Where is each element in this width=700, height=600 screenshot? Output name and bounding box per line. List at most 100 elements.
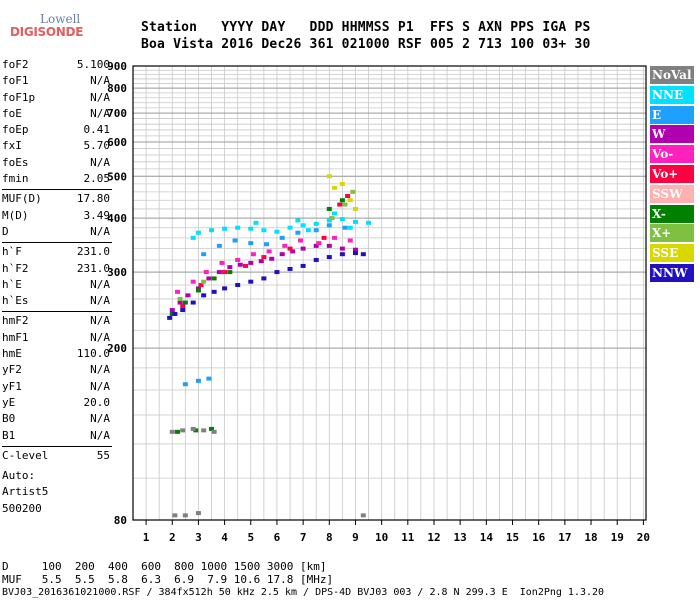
data-point-vo xyxy=(332,235,338,240)
data-point-nnw xyxy=(287,266,293,271)
x-tick-label: 14 xyxy=(480,531,494,544)
x-tick-label: 11 xyxy=(401,531,415,544)
legend-item-sse: SSE xyxy=(650,244,694,263)
data-point-x xyxy=(326,206,332,211)
param-value: 3.49 xyxy=(83,208,111,222)
x-tick-label: 2 xyxy=(169,531,176,544)
x-tick-label: 4 xyxy=(221,531,228,544)
param-row-g3-2: h`E N/A xyxy=(2,278,112,294)
param-divider xyxy=(2,311,112,313)
data-point-nnw xyxy=(222,286,228,291)
param-row-g1-5: fxI 5.70 xyxy=(2,139,112,155)
param-row-g4-4: yF1 N/A xyxy=(2,380,112,396)
data-point-e xyxy=(263,242,269,247)
data-point-nnw xyxy=(313,257,319,262)
logo-line-digisonde: DIGISONDE xyxy=(10,25,84,39)
y-tick-label: 900 xyxy=(107,60,127,73)
data-point-x xyxy=(350,189,356,194)
data-point-w xyxy=(300,246,306,251)
param-divider xyxy=(2,242,112,244)
data-point-e xyxy=(182,382,188,387)
data-point-w xyxy=(352,247,358,252)
legend-item-nne: NNE xyxy=(650,85,694,104)
data-point-nnw xyxy=(339,252,345,257)
data-point-vo xyxy=(347,238,353,243)
data-point-sse xyxy=(339,181,345,186)
param-name: fmin xyxy=(2,172,29,186)
data-point-nne xyxy=(287,225,293,230)
data-point-nne xyxy=(274,229,280,234)
y-tick-label: 200 xyxy=(107,342,127,355)
data-point-nnw xyxy=(172,311,178,316)
auto-line3: 500200 xyxy=(2,501,42,515)
param-row-g1-7: fmin 2.05 xyxy=(2,172,112,188)
param-divider xyxy=(2,189,112,191)
param-row-g5-0: C-level 55 xyxy=(2,449,112,465)
data-point-w xyxy=(279,252,285,257)
data-point-nnw xyxy=(352,251,358,256)
data-point-vo xyxy=(190,279,196,284)
param-value: N/A xyxy=(90,314,110,328)
data-point-vo xyxy=(337,202,343,207)
x-tick-label: 6 xyxy=(274,531,281,544)
y-tick-label: 80 xyxy=(114,514,127,527)
data-point-nnw xyxy=(248,279,254,284)
param-value: 2.05 xyxy=(83,172,111,186)
x-tick-label: 17 xyxy=(558,531,571,544)
data-point-nne xyxy=(332,211,338,216)
data-point-noval xyxy=(182,513,188,518)
param-value: 17.80 xyxy=(76,192,110,206)
param-name: hmF1 xyxy=(2,330,29,344)
data-point-x xyxy=(329,216,335,221)
param-row-g4-5: yE 20.0 xyxy=(2,396,112,412)
x-tick-label: 13 xyxy=(454,531,467,544)
param-value: 55 xyxy=(96,448,110,462)
x-tick-label: 3 xyxy=(195,531,202,544)
data-point-nne xyxy=(313,221,319,226)
data-point-nnw xyxy=(235,283,241,288)
legend-item-nnw: NNW xyxy=(650,263,694,282)
footer-distance-row: D 100 200 400 600 800 1000 1500 3000 [km… xyxy=(2,560,327,573)
y-tick-label: 700 xyxy=(107,107,127,120)
data-point-nne xyxy=(235,225,241,230)
param-name: C-level xyxy=(2,448,49,462)
param-name: fxI xyxy=(2,139,22,153)
data-point-nne xyxy=(222,226,228,231)
param-name: h`F xyxy=(2,245,22,259)
data-point-vo xyxy=(243,263,249,268)
data-point-sse xyxy=(347,198,353,203)
data-point-vo xyxy=(198,283,204,288)
data-point-noval xyxy=(172,513,178,518)
legend-item-x: X+ xyxy=(650,224,694,243)
legend-item-vo: Vo+ xyxy=(650,164,694,183)
data-point-vo xyxy=(266,249,272,254)
data-point-nne xyxy=(300,223,306,228)
data-point-nnw xyxy=(274,270,280,275)
data-point-nnw xyxy=(360,252,366,257)
data-point-vo xyxy=(219,260,225,265)
param-row-g4-7: B1 N/A xyxy=(2,429,112,445)
x-tick-label: 9 xyxy=(352,531,359,544)
data-point-nne xyxy=(195,230,201,235)
param-row-g1-3: foE N/A xyxy=(2,107,112,123)
x-tick-label: 10 xyxy=(375,531,388,544)
data-point-sse xyxy=(332,185,338,190)
digisonde-logo: Lowell DIGISONDE xyxy=(10,12,84,42)
data-point-e xyxy=(342,225,348,230)
data-point-nne xyxy=(305,228,311,233)
polarization-legend: NoVal NNE E W Vo- Vo+ SSW X- X+ SSE NNW xyxy=(650,66,694,284)
y-tick-label: 300 xyxy=(107,266,127,279)
data-point-x xyxy=(169,311,175,316)
param-value: N/A xyxy=(90,428,110,442)
param-name: hmE xyxy=(2,347,22,361)
data-point-vo xyxy=(180,304,186,309)
data-point-nnw xyxy=(261,276,267,281)
param-value: N/A xyxy=(90,106,110,120)
param-value: 20.0 xyxy=(83,395,111,409)
data-point-w xyxy=(269,256,275,261)
param-name: foF1 xyxy=(2,74,29,88)
data-point-w xyxy=(227,265,233,270)
data-point-nnw xyxy=(167,315,173,320)
y-tick-label: 500 xyxy=(107,170,127,183)
